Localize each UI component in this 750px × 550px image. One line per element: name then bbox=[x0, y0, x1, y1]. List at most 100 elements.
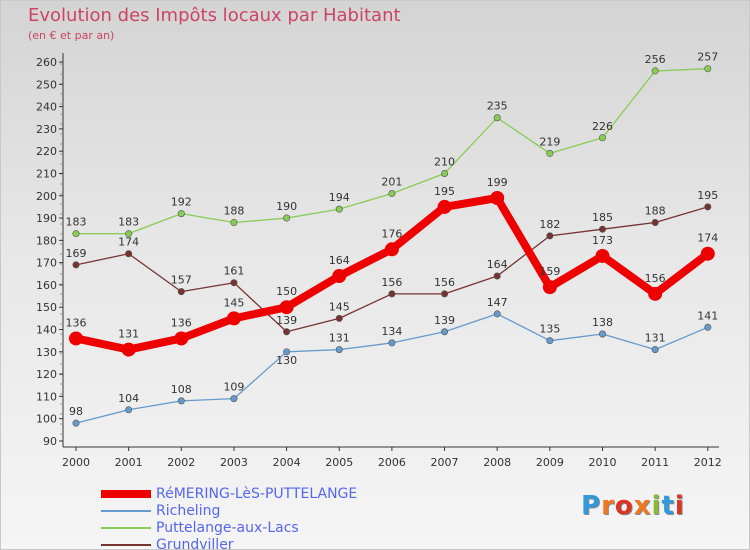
y-tick-label: 110 bbox=[36, 390, 57, 403]
logo-letter: r bbox=[601, 491, 615, 521]
logo-letter: o bbox=[614, 491, 634, 521]
data-label: 188 bbox=[223, 205, 244, 218]
data-point bbox=[125, 230, 133, 238]
data-point bbox=[704, 65, 712, 73]
data-point bbox=[279, 300, 294, 315]
legend-label: Richeling bbox=[156, 502, 221, 519]
data-label: 156 bbox=[381, 276, 402, 289]
data-label: 156 bbox=[645, 272, 666, 285]
data-label: 109 bbox=[223, 381, 244, 394]
legend-item: Puttelange-aux-Lacs bbox=[101, 519, 357, 536]
logo-letter: i bbox=[674, 491, 685, 521]
legend-item: Richeling bbox=[101, 502, 357, 519]
x-tick-label: 2011 bbox=[641, 456, 669, 469]
data-label: 201 bbox=[381, 176, 402, 189]
data-point bbox=[125, 250, 133, 258]
data-label: 183 bbox=[118, 216, 139, 229]
data-point bbox=[125, 406, 133, 414]
data-label: 183 bbox=[66, 216, 87, 229]
data-label: 195 bbox=[434, 185, 455, 198]
y-tick-label: 180 bbox=[36, 234, 57, 247]
data-point bbox=[121, 342, 136, 357]
data-point bbox=[437, 199, 452, 214]
data-point bbox=[332, 269, 347, 284]
data-label: 174 bbox=[697, 232, 718, 245]
data-label: 139 bbox=[434, 314, 455, 327]
data-label: 185 bbox=[592, 211, 613, 224]
data-label: 174 bbox=[118, 236, 139, 249]
legend-label: Puttelange-aux-Lacs bbox=[156, 519, 299, 536]
data-point bbox=[441, 328, 449, 336]
data-label: 257 bbox=[697, 51, 718, 64]
x-tick-label: 2008 bbox=[483, 456, 511, 469]
data-point bbox=[384, 242, 399, 257]
data-label: 256 bbox=[645, 53, 666, 66]
data-point bbox=[648, 286, 663, 301]
x-tick-label: 2000 bbox=[62, 456, 90, 469]
logo-letter: i bbox=[651, 491, 662, 521]
data-point bbox=[598, 225, 606, 233]
data-label: 139 bbox=[276, 314, 297, 327]
x-tick-label: 2002 bbox=[167, 456, 195, 469]
x-tick-label: 2004 bbox=[273, 456, 301, 469]
data-point bbox=[335, 205, 343, 213]
data-point bbox=[283, 328, 291, 336]
data-point bbox=[335, 346, 343, 354]
data-label: 136 bbox=[171, 316, 192, 329]
data-label: 135 bbox=[539, 323, 560, 336]
data-label: 194 bbox=[329, 191, 350, 204]
legend: RéMERING-LèS-PUTTELANGE Richeling Puttelan… bbox=[101, 485, 357, 550]
legend-item: Grundviller bbox=[101, 536, 357, 550]
data-label: 173 bbox=[592, 234, 613, 247]
data-label: 131 bbox=[645, 332, 666, 345]
data-point bbox=[72, 261, 80, 269]
data-label: 176 bbox=[381, 227, 402, 240]
data-point bbox=[704, 203, 712, 211]
data-point bbox=[177, 210, 185, 218]
data-label: 147 bbox=[487, 296, 508, 309]
data-point bbox=[651, 67, 659, 75]
data-label: 219 bbox=[539, 135, 560, 148]
y-tick-label: 140 bbox=[36, 324, 57, 337]
data-label: 169 bbox=[66, 247, 87, 260]
data-point bbox=[700, 246, 715, 261]
data-label: 134 bbox=[381, 325, 402, 338]
data-point bbox=[441, 169, 449, 177]
legend-item: RéMERING-LèS-PUTTELANGE bbox=[101, 485, 357, 502]
data-label: 138 bbox=[592, 316, 613, 329]
data-label: 164 bbox=[329, 254, 350, 267]
data-point bbox=[177, 288, 185, 296]
data-label: 192 bbox=[171, 196, 192, 209]
y-tick-label: 260 bbox=[36, 56, 57, 69]
y-tick-label: 200 bbox=[36, 190, 57, 203]
data-point bbox=[651, 219, 659, 227]
data-point bbox=[441, 290, 449, 298]
y-tick-label: 120 bbox=[36, 368, 57, 381]
data-point bbox=[493, 114, 501, 122]
y-tick-label: 160 bbox=[36, 279, 57, 292]
data-label: 156 bbox=[434, 276, 455, 289]
data-point bbox=[283, 348, 291, 356]
data-label: 130 bbox=[276, 354, 297, 367]
data-point bbox=[72, 419, 80, 427]
data-point bbox=[595, 248, 610, 263]
data-label: 145 bbox=[223, 296, 244, 309]
data-point bbox=[388, 339, 396, 347]
data-label: 136 bbox=[66, 316, 87, 329]
x-tick-label: 2010 bbox=[589, 456, 617, 469]
data-label: 199 bbox=[487, 176, 508, 189]
data-point bbox=[230, 279, 238, 287]
data-label: 150 bbox=[276, 285, 297, 298]
series-line bbox=[75, 206, 709, 333]
legend-swatch bbox=[101, 509, 151, 512]
legend-label: Grundviller bbox=[156, 536, 234, 550]
legend-swatch bbox=[101, 543, 151, 546]
data-label: 108 bbox=[171, 383, 192, 396]
legend-swatch bbox=[101, 489, 151, 498]
data-point bbox=[598, 134, 606, 142]
data-label: 104 bbox=[118, 392, 139, 405]
data-point bbox=[283, 214, 291, 222]
data-point bbox=[490, 190, 505, 205]
data-point bbox=[72, 230, 80, 238]
